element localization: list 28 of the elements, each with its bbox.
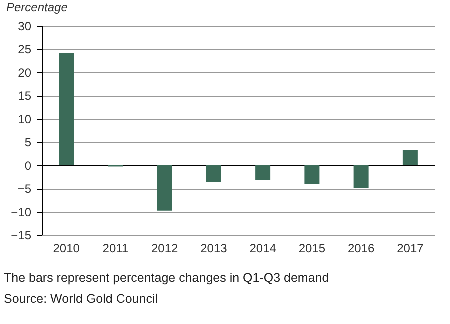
x-tick-label: 2010 [53, 242, 80, 256]
y-tick-label: 25 [18, 42, 32, 57]
x-tick-label: 2012 [151, 242, 178, 256]
bar [402, 150, 418, 166]
bar [304, 165, 320, 184]
bar [59, 52, 74, 166]
y-tick-label: 30 [18, 20, 32, 34]
source-note: Source: World Gold Council [4, 291, 160, 308]
bar [256, 165, 271, 180]
y-tick-label: 10 [18, 112, 32, 126]
x-tick-label: 2013 [200, 242, 228, 256]
text: The bars represent percentage changes in Q1-Q3 demand [4, 270, 330, 287]
x-tick-label: 2014 [250, 242, 277, 256]
bar [157, 165, 172, 211]
y-tick-label: 15 [18, 89, 32, 104]
x-tick-label: 2015 [298, 242, 326, 256]
y-tick-label: 5 [24, 136, 32, 150]
y-tick-label: 20 [18, 66, 32, 80]
x-tick-label: 2016 [348, 242, 375, 256]
y-axis-title: Percentage [6, 0, 68, 14]
bar [206, 165, 222, 182]
y-tick-label: −15 [11, 228, 32, 242]
y-tick-label: 0 [24, 158, 32, 173]
x-tick-label: 2017 [397, 242, 424, 256]
y-tick-label: −10 [11, 205, 32, 220]
x-tick-label: 2011 [102, 242, 129, 256]
bar [354, 165, 369, 189]
y-tick-label: −5 [18, 182, 32, 196]
